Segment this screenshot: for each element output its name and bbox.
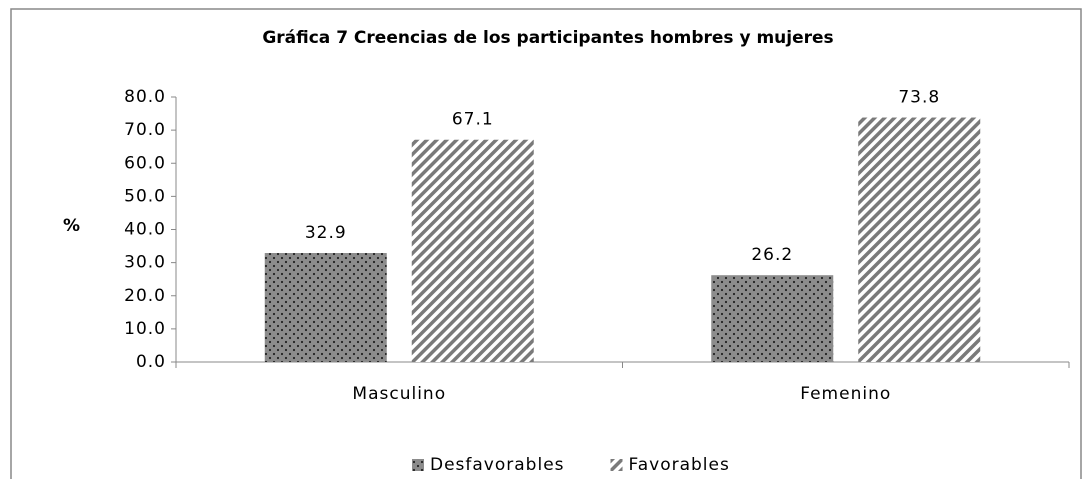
legend-swatch <box>412 459 424 471</box>
chart-border <box>10 8 1082 479</box>
y-tick-label: 40.0 <box>124 220 166 240</box>
legend-label: Desfavorables <box>430 455 565 475</box>
bar <box>858 117 981 362</box>
legend-label: Favorables <box>629 455 730 475</box>
y-tick-label: 60.0 <box>124 153 166 173</box>
y-tick-label: 50.0 <box>124 186 166 206</box>
x-tick-label: Femenino <box>800 384 891 404</box>
bar <box>264 253 387 362</box>
legend-swatch <box>610 459 623 471</box>
data-label: 67.1 <box>452 110 494 130</box>
y-axis-label: % <box>63 216 81 236</box>
y-tick-label: 80.0 <box>124 87 166 107</box>
data-label: 26.2 <box>751 245 793 265</box>
y-tick-label: 10.0 <box>124 319 166 339</box>
chart-title: Gráfica 7 Creencias de los participantes… <box>262 28 833 48</box>
data-label: 73.8 <box>898 88 940 108</box>
data-label: 32.9 <box>305 223 347 243</box>
y-tick-label: 20.0 <box>124 286 166 306</box>
y-tick-label: 0.0 <box>136 352 166 372</box>
x-tick-label: Masculino <box>352 384 446 404</box>
bar <box>711 275 834 362</box>
y-tick-label: 30.0 <box>124 253 166 273</box>
bar <box>411 139 534 362</box>
y-tick-label: 70.0 <box>124 120 166 140</box>
